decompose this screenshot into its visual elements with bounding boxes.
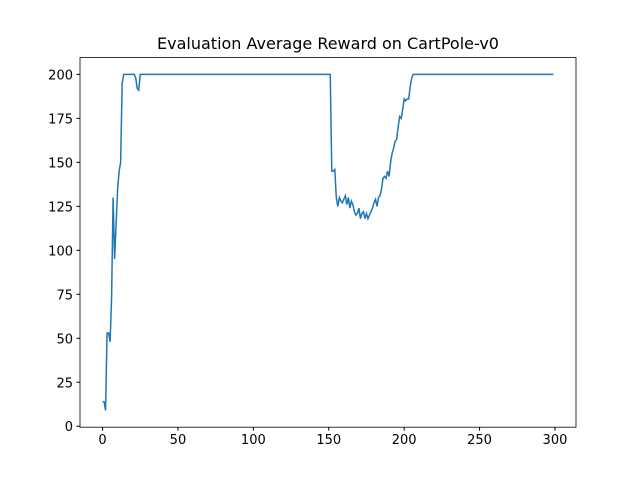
x-tick-label: 100 — [241, 433, 266, 448]
y-tick-label: 100 — [48, 244, 73, 259]
line-series — [102, 73, 554, 411]
chart-title: Evaluation Average Reward on CartPole-v0 — [157, 34, 499, 53]
y-tick-label: 75 — [56, 288, 73, 303]
x-tick-label: 200 — [392, 433, 417, 448]
plot-frame — [79, 57, 577, 428]
y-tick-label: 200 — [48, 68, 73, 83]
y-tick-label: 150 — [48, 156, 73, 171]
x-tick-label: 250 — [467, 433, 492, 448]
x-tick-label: 0 — [98, 433, 106, 448]
x-tick-label: 300 — [543, 433, 568, 448]
y-tick-label: 175 — [48, 112, 73, 127]
y-tick-label: 50 — [56, 332, 73, 347]
y-tick-label: 0 — [65, 420, 73, 435]
x-tick-label: 150 — [316, 433, 341, 448]
y-tick-label: 25 — [56, 376, 73, 391]
x-tick-label: 50 — [170, 433, 187, 448]
y-tick-label: 125 — [48, 200, 73, 215]
